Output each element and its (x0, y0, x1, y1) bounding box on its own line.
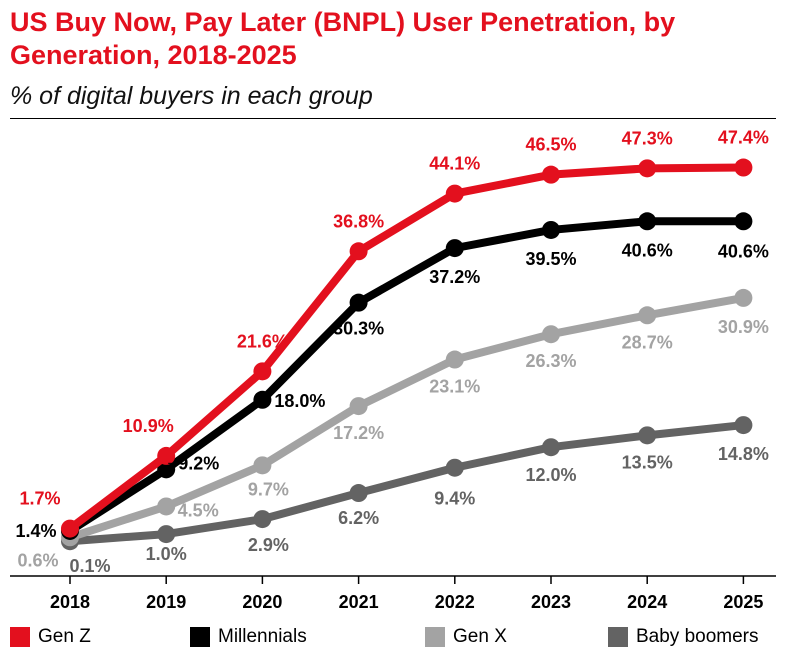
x-tick-label-2020: 2020 (242, 592, 282, 612)
chart-title: US Buy Now, Pay Later (BNPL) User Penetr… (10, 7, 676, 70)
data-point-gen-z-2020 (253, 362, 272, 381)
legend-item-gen-z: Gen Z (10, 626, 91, 648)
data-point-millennials-2022 (445, 239, 464, 258)
data-point-gen-x-2023 (542, 325, 560, 344)
legend-swatch-baby-boomers (608, 627, 628, 647)
data-label-gen-z-2025: 47.4% (718, 128, 769, 148)
data-point-millennials-2024 (638, 212, 657, 231)
data-point-baby-boomers-2025 (734, 416, 753, 435)
series-line-millennials (66, 217, 748, 535)
data-label-gen-z-2019: 10.9% (123, 416, 174, 436)
data-label-millennials-2023: 39.5% (525, 249, 576, 269)
data-point-gen-z-2019 (157, 446, 176, 465)
legend-item-baby-boomers: Baby boomers (608, 626, 759, 648)
data-point-gen-x-2020 (253, 456, 272, 475)
data-point-baby-boomers-2019 (157, 525, 176, 544)
data-point-baby-boomers-2021 (349, 484, 368, 503)
data-label-gen-x-2019: 4.5% (178, 500, 219, 520)
data-label-gen-x-2020: 9.7% (248, 479, 289, 499)
data-point-gen-z-2025 (734, 158, 753, 177)
series-line-baby-boomers (66, 421, 748, 546)
data-label-gen-z-2024: 47.3% (622, 128, 673, 148)
data-label-gen-z-2023: 46.5% (525, 135, 576, 155)
data-point-millennials-2019 (157, 460, 176, 479)
data-label-gen-x-2022: 23.1% (429, 377, 480, 397)
x-tick-label-2025: 2025 (723, 592, 763, 612)
data-label-millennials-2024: 40.6% (622, 240, 673, 260)
data-label-baby-boomers-2022: 9.4% (434, 489, 475, 509)
x-tick-label-2023: 2023 (531, 592, 571, 612)
legend-label-gen-x: Gen X (453, 626, 507, 647)
data-label-gen-z-2018: 1.7% (19, 489, 60, 509)
data-label-baby-boomers-2018: 0.1% (69, 556, 110, 576)
data-label-millennials-2021: 30.3% (333, 319, 384, 339)
legend-label-baby-boomers: Baby boomers (636, 626, 759, 647)
data-label-gen-x-2021: 17.2% (333, 423, 384, 443)
data-point-gen-x-2022 (445, 350, 464, 369)
data-point-baby-boomers-2022 (445, 458, 464, 477)
series-line-gen-x (66, 293, 748, 542)
data-point-baby-boomers-2024 (638, 426, 657, 445)
data-label-baby-boomers-2023: 12.0% (525, 465, 576, 485)
data-label-gen-z-2021: 36.8% (333, 211, 384, 231)
data-point-gen-z-2022 (445, 184, 464, 203)
data-label-gen-x-2024: 28.7% (622, 332, 673, 352)
data-point-baby-boomers-2023 (542, 438, 560, 457)
x-tick-label-2022: 2022 (435, 592, 475, 612)
data-point-gen-x-2021 (349, 397, 368, 416)
data-label-millennials-2019: 9.2% (178, 453, 219, 473)
data-label-baby-boomers-2024: 13.5% (622, 452, 673, 472)
data-label-baby-boomers-2020: 2.9% (248, 535, 289, 555)
data-point-gen-x-2019 (157, 497, 176, 516)
data-point-millennials-2020 (253, 390, 272, 409)
data-label-millennials-2025: 40.6% (718, 241, 769, 261)
legend: Gen Z Millennials Gen X Baby boomers (10, 626, 785, 652)
data-point-gen-z-2021 (349, 242, 368, 261)
data-label-gen-z-2020: 21.6% (237, 331, 288, 351)
x-tick-label-2019: 2019 (146, 592, 186, 612)
legend-label-gen-z: Gen Z (38, 626, 91, 647)
title-divider (10, 118, 776, 119)
chart-subtitle: % of digital buyers in each group (10, 82, 373, 110)
data-point-millennials-2021 (349, 293, 368, 312)
legend-label-millennials: Millennials (218, 626, 307, 647)
data-point-gen-z-2024 (638, 159, 657, 178)
data-label-baby-boomers-2019: 1.0% (146, 544, 187, 564)
legend-item-gen-x: Gen X (425, 626, 507, 648)
x-tick-label-2021: 2021 (339, 592, 379, 612)
data-label-millennials-2020: 18.0% (274, 391, 325, 411)
data-point-gen-z-2018 (61, 519, 79, 538)
data-point-gen-z-2023 (542, 165, 560, 184)
data-point-baby-boomers-2020 (253, 510, 272, 529)
data-label-gen-x-2025: 30.9% (718, 317, 769, 337)
data-label-baby-boomers-2025: 14.8% (718, 444, 769, 464)
data-label-baby-boomers-2021: 6.2% (338, 508, 379, 528)
data-point-gen-x-2025 (734, 288, 753, 307)
data-point-gen-x-2024 (638, 306, 657, 325)
data-label-millennials-2018: 1.4% (15, 521, 56, 541)
data-label-gen-z-2022: 44.1% (429, 154, 480, 174)
data-point-millennials-2025 (734, 212, 753, 231)
legend-item-millennials: Millennials (190, 626, 307, 648)
data-label-gen-x-2023: 26.3% (525, 351, 576, 371)
legend-swatch-gen-z (10, 627, 30, 647)
x-tick-label-2024: 2024 (627, 592, 667, 612)
data-label-gen-x-2018: 0.6% (17, 550, 58, 570)
legend-swatch-millennials (190, 627, 210, 647)
data-point-millennials-2023 (542, 220, 560, 239)
x-tick-label-2018: 2018 (50, 592, 90, 612)
series-line-gen-z (66, 163, 748, 533)
data-label-millennials-2022: 37.2% (429, 267, 480, 287)
legend-swatch-gen-x (425, 627, 445, 647)
